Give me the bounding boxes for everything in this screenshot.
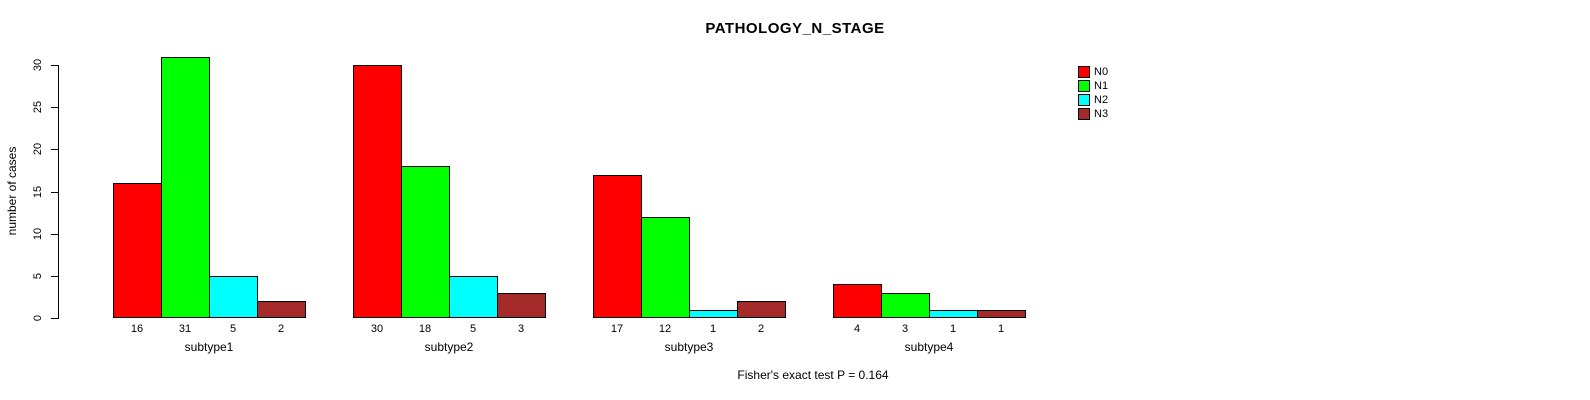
- legend-item-n1: N1: [1078, 79, 1108, 93]
- bar-n0-subtype3: [593, 175, 642, 318]
- bar-value-label: 1: [709, 323, 717, 335]
- y-axis-tick: [51, 318, 58, 319]
- bar-n2-subtype2: [449, 276, 498, 318]
- category-label-subtype1: subtype1: [184, 340, 234, 354]
- y-axis-tick: [51, 233, 58, 235]
- legend-label: N0: [1094, 66, 1109, 78]
- y-axis-tick-label: 5: [32, 272, 44, 279]
- category-label-subtype3: subtype3: [664, 340, 714, 354]
- bar-value-label: 12: [658, 323, 672, 335]
- y-axis-tick-label: 10: [32, 227, 44, 240]
- bar-value-label: 5: [229, 323, 237, 335]
- bar-value-label: 2: [757, 323, 765, 335]
- legend-swatch-n0: [1078, 66, 1090, 78]
- y-axis-tick: [51, 275, 58, 277]
- y-axis-tick-label: 25: [32, 101, 44, 114]
- y-axis-tick-label: 0: [32, 314, 44, 322]
- category-label-subtype2: subtype2: [424, 340, 474, 354]
- bar-n1-subtype4: [881, 293, 930, 318]
- bar-value-label: 1: [949, 323, 957, 335]
- bar-n3-subtype2: [497, 293, 546, 318]
- bar-value-label: 30: [370, 323, 384, 335]
- bar-value-label: 3: [901, 323, 909, 335]
- bar-value-label: 4: [853, 323, 861, 335]
- bar-n1-subtype3: [641, 217, 690, 318]
- legend-swatch-n1: [1078, 80, 1090, 92]
- y-axis-label: number of cases: [5, 146, 19, 236]
- bar-n3-subtype3: [737, 301, 786, 318]
- y-axis-tick-label: 15: [32, 185, 44, 198]
- y-axis-tick: [51, 149, 58, 151]
- chart-title: PATHOLOGY_N_STAGE: [705, 20, 885, 37]
- bar-n3-subtype4: [977, 310, 1026, 318]
- bar-n2-subtype1: [209, 276, 258, 318]
- bar-n0-subtype4: [833, 284, 882, 318]
- bar-n3-subtype1: [257, 301, 306, 318]
- bar-n1-subtype2: [401, 166, 450, 318]
- bar-n0-subtype1: [113, 183, 162, 318]
- bar-value-label: 31: [178, 323, 192, 335]
- bar-n1-subtype1: [161, 57, 210, 318]
- bar-value-label: 3: [517, 323, 525, 335]
- annotation-fisher-test: Fisher's exact test P = 0.164: [737, 368, 889, 382]
- legend-label: N3: [1094, 108, 1109, 120]
- y-axis-tick-label: 30: [32, 58, 44, 72]
- legend-item-n2: N2: [1078, 93, 1108, 107]
- bar-value-label: 5: [469, 323, 477, 335]
- legend-swatch-n2: [1078, 94, 1090, 106]
- y-axis-tick: [51, 65, 58, 66]
- category-label-subtype4: subtype4: [904, 340, 954, 354]
- legend: N0 N1 N2 N3: [1078, 65, 1108, 121]
- y-axis-tick-label: 20: [32, 143, 44, 156]
- bar-n2-subtype3: [689, 310, 738, 318]
- bar-n2-subtype4: [929, 310, 978, 318]
- legend-label: N2: [1094, 94, 1109, 106]
- bar-value-label: 17: [610, 323, 624, 335]
- y-axis-line: [58, 65, 59, 319]
- legend-label: N1: [1094, 80, 1109, 92]
- legend-swatch-n3: [1078, 108, 1090, 120]
- bar-n0-subtype2: [353, 65, 402, 318]
- bar-value-label: 1: [997, 323, 1005, 335]
- y-axis-tick: [51, 107, 58, 109]
- bar-value-label: 18: [418, 323, 432, 335]
- legend-item-n0: N0: [1078, 65, 1108, 79]
- bar-value-label: 2: [277, 323, 285, 335]
- y-axis-tick: [51, 191, 58, 193]
- bar-value-label: 16: [130, 323, 144, 335]
- legend-item-n3: N3: [1078, 107, 1108, 121]
